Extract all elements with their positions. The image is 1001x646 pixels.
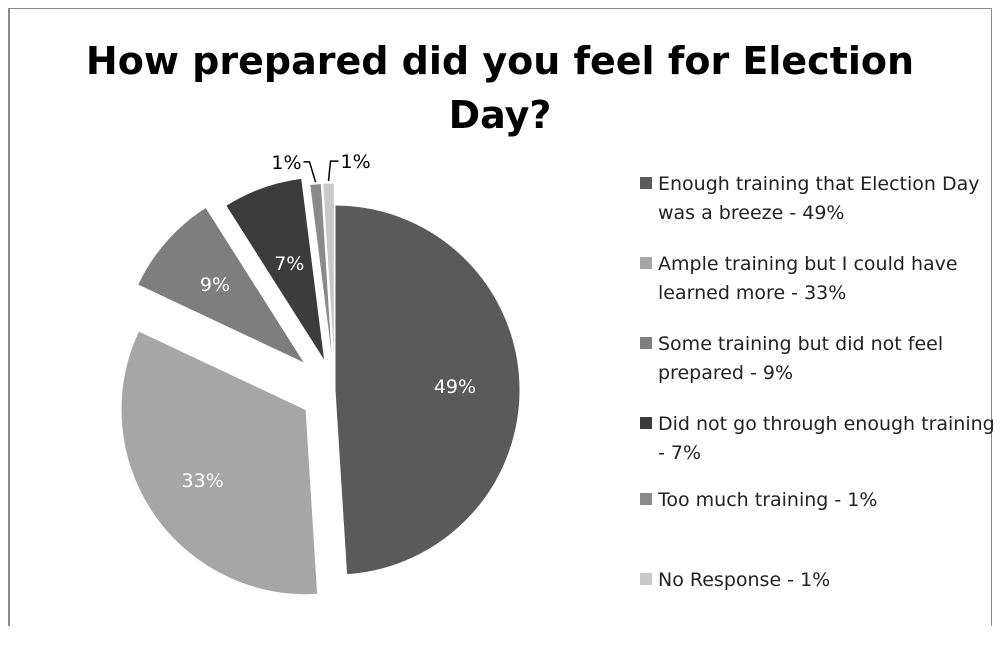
legend-label: No Response - 1%	[658, 569, 831, 591]
legend-item-some: Some training but did not feel prepared …	[640, 330, 990, 410]
legend-swatch	[640, 257, 652, 269]
chart-frame	[8, 8, 992, 626]
pie-slice	[334, 204, 521, 576]
slice-data-label: 7%	[274, 253, 304, 275]
legend-item-not-enough: Did not go through enough training - 7%	[640, 410, 995, 486]
legend-item-ample: Ample training but I could have learned …	[640, 250, 990, 330]
legend: Enough training that Election Day was a …	[640, 170, 995, 646]
legend-swatch	[640, 493, 652, 505]
pie-slice	[136, 206, 307, 365]
slice-data-label: 1%	[271, 152, 301, 174]
legend-swatch	[640, 417, 652, 429]
slice-data-label: 9%	[200, 274, 230, 296]
legend-label: Did not go through enough training - 7%	[658, 413, 995, 464]
leader-line	[303, 161, 317, 183]
slice-data-label: 1%	[340, 151, 370, 173]
legend-swatch	[640, 177, 652, 189]
legend-item-breeze: Enough training that Election Day was a …	[640, 170, 990, 250]
legend-label: Enough training that Election Day was a …	[658, 173, 980, 224]
slice-data-label: 33%	[182, 470, 224, 492]
legend-swatch	[640, 337, 652, 349]
leader-line	[327, 160, 339, 182]
pie-slice	[309, 182, 334, 369]
pie-chart: 49% 33% 9% 7% 1% 1%	[120, 151, 521, 596]
legend-label: Some training but did not feel prepared …	[658, 333, 944, 384]
legend-label: Too much training - 1%	[658, 489, 878, 511]
legend-item-no-response: No Response - 1%	[640, 566, 990, 646]
pie-slice	[322, 182, 335, 369]
pie-slice	[225, 177, 326, 363]
legend-label: Ample training but I could have learned …	[658, 253, 958, 304]
legend-item-too-much: Too much training - 1%	[640, 486, 990, 566]
slice-data-label: 49%	[434, 376, 476, 398]
legend-swatch	[640, 573, 652, 585]
chart-title: How prepared did you feel for Election D…	[85, 39, 915, 137]
pie-slice	[120, 330, 319, 596]
